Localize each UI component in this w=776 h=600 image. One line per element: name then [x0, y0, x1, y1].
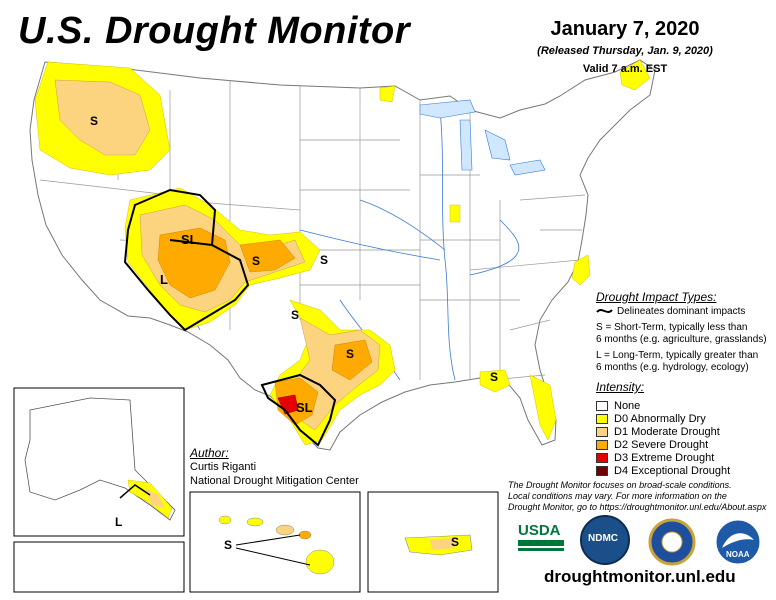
author-org: National Drought Mitigation Center: [190, 475, 359, 487]
puerto-rico-d1: [430, 538, 456, 550]
alaska-line: [119, 484, 151, 499]
legend-label: D2 Severe Drought: [614, 439, 709, 451]
legend-swatch: [596, 453, 608, 463]
legend-label: D1 Moderate Drought: [614, 426, 720, 438]
doc-seal-icon: [661, 531, 683, 553]
long-term-line2: 6 months (e.g. hydrology, ecology): [596, 362, 749, 373]
label-texas-s: S: [346, 347, 355, 361]
author-name: Curtis Riganti: [190, 461, 257, 473]
legend-label: None: [614, 400, 641, 412]
impact-lines: [123, 188, 337, 447]
label-colorado-s: S: [252, 254, 261, 268]
legend-item: None: [596, 400, 640, 412]
disclaimer-line3: Drought Monitor, go to https://droughtmo…: [508, 502, 767, 512]
inset-frame-blank: [13, 541, 185, 593]
label-puerto-rico-s: S: [451, 535, 460, 549]
alaska-d1: [145, 488, 165, 508]
short-term-line2: 6 months (e.g. agriculture, grasslands): [596, 334, 767, 345]
label-pacific-nw: S: [90, 114, 99, 128]
map-date: January 7, 2020: [550, 18, 700, 40]
disclaimer-line1: The Drought Monitor focuses on broad-sca…: [508, 480, 732, 490]
legend-swatch: [596, 427, 608, 437]
legend-swatch: [596, 414, 608, 424]
legend-label: D4 Exceptional Drought: [614, 465, 731, 477]
delineation-sample: [596, 309, 613, 313]
short-term-line1: S = Short-Term, typically less than: [596, 322, 748, 333]
hawaii-islands: [218, 515, 335, 575]
label-oklahoma-s: S: [291, 308, 300, 322]
legend-item: D2 Severe Drought: [596, 439, 708, 451]
delineates-text: Delineates dominant impacts: [617, 306, 746, 317]
label-four-corners-l: L: [160, 272, 168, 287]
site-url[interactable]: droughtmonitor.unl.edu: [544, 567, 736, 586]
hawaii-inset: [189, 491, 361, 593]
legend-item: D3 Extreme Drought: [596, 452, 714, 464]
label-four-corners-sl: SL: [181, 232, 198, 247]
page-title: U.S. Drought Monitor: [18, 10, 411, 52]
noaa-bird-icon: [722, 533, 754, 548]
label-texas-sl: SL: [296, 400, 313, 415]
label-gulf-s: S: [490, 370, 499, 384]
disclaimer-line2: Local conditions may vary. For more info…: [508, 491, 727, 501]
long-term-line1: L = Long-Term, typically greater than: [596, 350, 759, 361]
legend-item: D0 Abnormally Dry: [596, 413, 706, 425]
legend-label: D3 Extreme Drought: [614, 452, 715, 464]
label-kansas-s: S: [320, 253, 329, 267]
usda-logo-text: USDA: [518, 522, 561, 539]
valid-time: Valid 7 a.m. EST: [582, 63, 668, 75]
release-date: (Released Thursday, Jan. 9, 2020): [537, 45, 713, 57]
legend-swatch: [596, 401, 608, 411]
great-lakes: [419, 99, 546, 176]
legend-item: D1 Moderate Drought: [596, 426, 720, 438]
ndmc-logo-text: NDMC: [588, 533, 618, 544]
usda-logo-mark: [518, 540, 564, 551]
intensity-heading: Intensity:: [596, 380, 645, 394]
label-alaska-l: L: [115, 515, 123, 529]
legend-swatch: [596, 466, 608, 476]
legend-label: D0 Abnormally Dry: [614, 413, 706, 425]
legend-item: D4 Exceptional Drought: [596, 465, 730, 477]
ndmc-logo: [580, 515, 630, 565]
disclaimer: The Drought Monitor focuses on broad-sca…: [508, 480, 773, 513]
noaa-logo-text: NOAA: [726, 550, 750, 559]
author-heading: Author:: [190, 446, 229, 460]
hawaii-lines: [235, 534, 311, 566]
label-hawaii-s: S: [224, 538, 233, 552]
legend-swatch: [596, 440, 608, 450]
impact-types-heading: Drought Impact Types:: [596, 290, 717, 304]
noaa-logo: [715, 519, 761, 565]
